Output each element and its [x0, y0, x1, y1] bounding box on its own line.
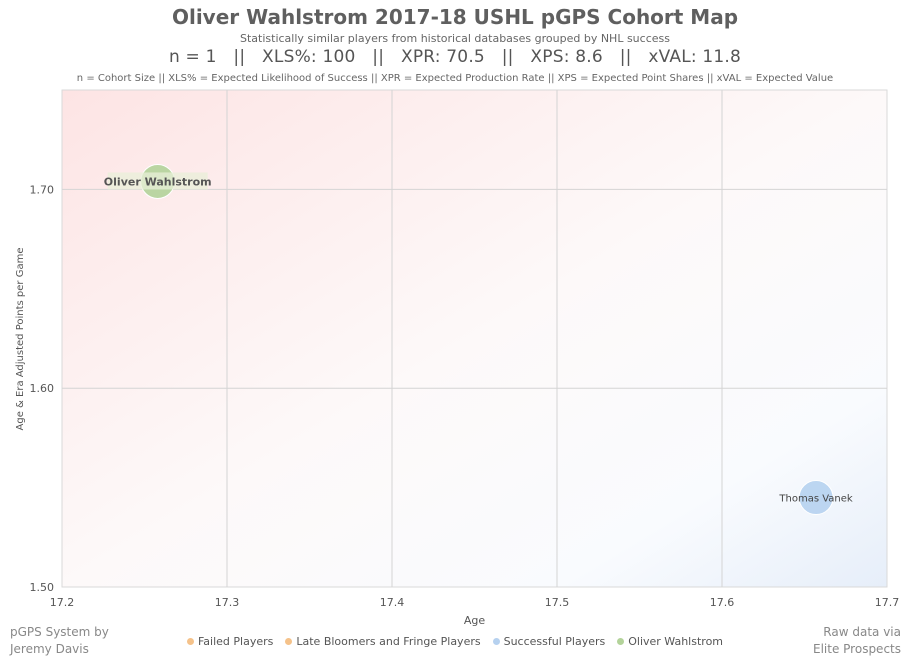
- legend-label: Failed Players: [197, 635, 274, 648]
- credit-source-line1: Raw data via: [823, 625, 901, 639]
- credit-author-line2: Jeremy Davis: [10, 642, 89, 656]
- data-point-thomas-vanek: Thomas Vanek: [778, 480, 853, 516]
- point-label-background: [107, 172, 208, 190]
- plot-area: [61, 89, 888, 588]
- legend-label: Successful Players: [503, 635, 606, 648]
- legend-item-failed-players[interactable]: Failed Players: [186, 635, 274, 648]
- x-tick-label: 17.5: [545, 596, 570, 609]
- legend-label: Late Bloomers and Fringe Players: [296, 635, 481, 648]
- chart-subtitle: Statistically similar players from histo…: [240, 32, 670, 45]
- abbreviation-note: n = Cohort Size || XLS% = Expected Likel…: [76, 73, 834, 84]
- credit-source-line2: Elite Prospects: [813, 642, 901, 656]
- legend-item-late-bloomers-and-fringe-players[interactable]: Late Bloomers and Fringe Players: [285, 635, 481, 648]
- legend-swatch: [492, 638, 500, 645]
- credit-author-line1: pGPS System by: [10, 625, 109, 639]
- x-tick-label: 17.3: [215, 596, 240, 609]
- y-axis-label: Age & Era Adjusted Points per Game: [15, 248, 26, 431]
- legend-item-successful-players[interactable]: Successful Players: [492, 635, 606, 648]
- point-label: Oliver Wahlstrom: [104, 175, 212, 188]
- legend-label: Oliver Wahlstrom: [628, 635, 724, 648]
- x-tick-label: 17.6: [710, 596, 735, 609]
- legend-swatch: [186, 638, 194, 645]
- credit-source: Raw data via Elite Prospects: [813, 624, 901, 658]
- legend-swatch: [285, 638, 293, 645]
- y-tick-label: 1.70: [30, 183, 55, 196]
- point-label: Thomas Vanek: [778, 494, 853, 505]
- data-points: Oliver Wahlstrom Thomas Vanek: [104, 163, 853, 516]
- y-tick-label: 1.60: [30, 382, 55, 395]
- x-tick-label: 17.2: [50, 596, 75, 609]
- y-tick-labels: 1.50 1.60 1.70: [30, 183, 55, 594]
- chart-legend: Failed Players Late Bloomers and Fringe P…: [0, 635, 910, 648]
- chart-title: Oliver Wahlstrom 2017-18 USHL pGPS Cohor…: [171, 5, 739, 29]
- y-tick-label: 1.50: [30, 581, 55, 594]
- legend-item-oliver-wahlstrom[interactable]: Oliver Wahlstrom: [617, 635, 723, 648]
- stats-line: n = 1 || XLS%: 100 || XPR: 70.5 || XPS: …: [168, 47, 742, 67]
- x-tick-labels: 17.2 17.3 17.4 17.5 17.6 17.7: [50, 596, 900, 609]
- x-axis-label: Age: [464, 614, 486, 627]
- x-tick-label: 17.7: [875, 596, 900, 609]
- legend-swatch: [617, 638, 625, 645]
- data-point-oliver-wahlstrom: Oliver Wahlstrom: [104, 163, 212, 199]
- point-marker: [798, 480, 834, 516]
- x-tick-label: 17.4: [380, 596, 405, 609]
- credit-author: pGPS System by Jeremy Davis: [10, 624, 109, 658]
